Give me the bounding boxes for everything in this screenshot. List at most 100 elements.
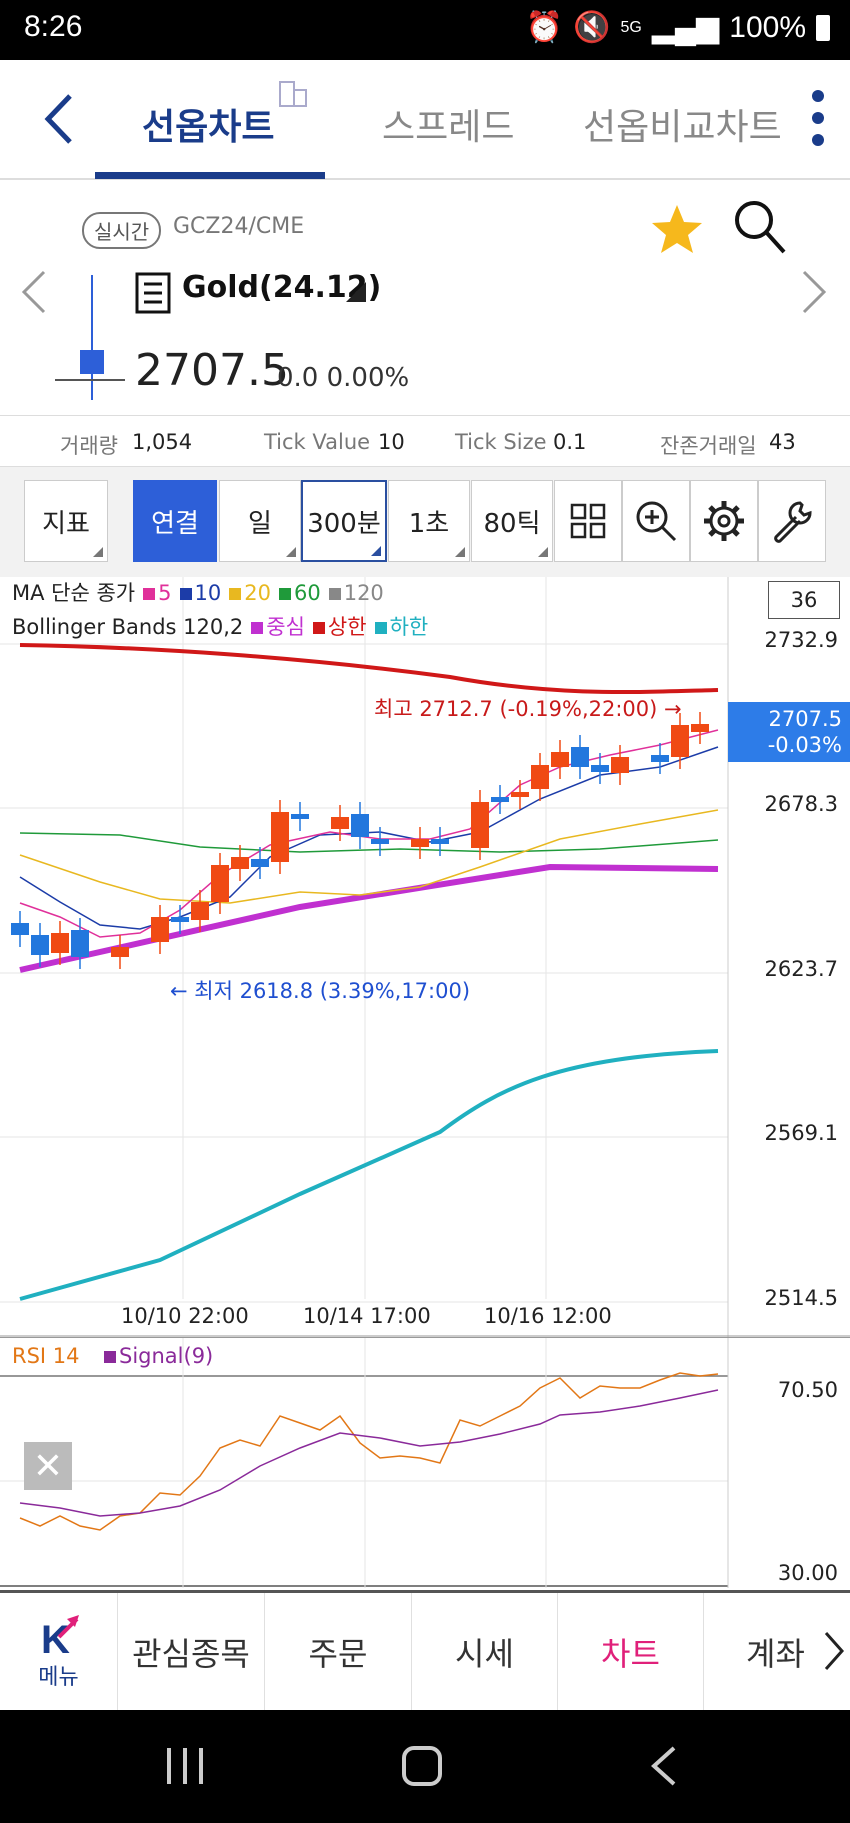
current-price-tag: 2707.5 -0.03% [728, 702, 850, 762]
bb-legend-title: Bollinger Bands 120,2 [12, 615, 244, 639]
menu-button[interactable]: K 메뉴 [0, 1593, 118, 1710]
search-icon[interactable] [732, 198, 788, 258]
candle-body [251, 859, 269, 867]
ma-legend-swatch [229, 588, 242, 600]
visible-count-box[interactable]: 36 [768, 581, 840, 619]
nav-watchlist[interactable]: 관심종목 [118, 1593, 265, 1710]
volume-value: 1,054 [132, 430, 193, 454]
current-price-tag-price: 2707.5 [768, 707, 842, 731]
network-label: 5G [620, 18, 642, 36]
candle-body [191, 902, 209, 920]
candle-body [471, 802, 489, 848]
more-icon[interactable] [808, 88, 828, 148]
nav-account[interactable]: 계좌 [704, 1593, 850, 1710]
nav-chart[interactable]: 차트 [558, 1593, 704, 1710]
candle-body [111, 947, 129, 957]
chart-toolbar: 지표 연결 일 300분 1초 80틱 [0, 467, 850, 577]
connect-label: 연결 [151, 508, 199, 539]
current-price-tag-change: -0.03% [767, 733, 842, 757]
prev-instrument-icon[interactable] [20, 270, 48, 314]
battery-icon [816, 14, 830, 41]
settings-button[interactable] [690, 480, 758, 562]
device-switch-icon[interactable] [278, 80, 308, 112]
next-instrument-icon[interactable] [800, 270, 828, 314]
y-axis-tick: 2678.3 [764, 792, 838, 816]
interval-button[interactable]: 300분 [301, 480, 387, 562]
candle-body [271, 812, 289, 862]
close-ad-button[interactable]: ✕ [24, 1442, 72, 1490]
ma-legend-item: 10 [194, 581, 222, 605]
tab-compare-chart[interactable]: 선옵비교차트 [583, 107, 782, 148]
nav-scroll-right-icon[interactable] [822, 1631, 846, 1671]
x-axis-tick: 10/10 22:00 [121, 1304, 249, 1328]
candle-body [651, 755, 669, 762]
ma-legend-swatch [143, 588, 156, 600]
rsi-canvas[interactable] [0, 1338, 850, 1588]
status-bar: 8:26 ⏰ 🔇 5G ▂▄▆ 100% [0, 0, 850, 60]
y-axis-tick: 2732.9 [764, 628, 838, 652]
bb-upper-line [19, 643, 719, 695]
connect-button[interactable]: 연결 [133, 480, 217, 562]
ma-legend-item: 60 [293, 581, 321, 605]
nav-account-label: 계좌 [746, 1634, 805, 1673]
indicator-button[interactable]: 지표 [24, 480, 108, 562]
home-icon[interactable] [402, 1746, 442, 1786]
day-button[interactable]: 일 [219, 480, 301, 562]
close-icon: ✕ [32, 1445, 64, 1487]
recent-apps-icon[interactable] [165, 1746, 205, 1786]
chart-canvas[interactable] [0, 577, 850, 1337]
signal-icon: ▂▄▆ [651, 11, 720, 44]
zoom-in-icon [636, 501, 677, 542]
back-nav-icon[interactable] [648, 1746, 678, 1786]
bb-legend-item: 하한 [389, 615, 429, 639]
layout-grid-button[interactable] [554, 480, 622, 562]
price-change: 0.0 0.00% [277, 363, 410, 393]
price-chart[interactable]: MA 단순 종가 5 10 20 60 120 Bollinger Bands 120,2… [0, 577, 850, 1337]
candle-body [231, 857, 249, 869]
dropdown-triangle-icon[interactable] [344, 280, 368, 304]
instrument-symbol: GCZ24/CME [173, 214, 305, 239]
signal-label: Signal(9) [104, 1344, 213, 1368]
app-bar: 선옵차트 스프레드 선옵비교차트 [0, 60, 850, 180]
low-annotation: ← 최저 2618.8 (3.39%,17:00) [170, 979, 471, 1003]
y-axis-tick: 2569.1 [764, 1121, 838, 1145]
bb-legend-swatch [312, 622, 325, 634]
signal-label-text: Signal(9) [119, 1344, 214, 1368]
candle-body [11, 923, 29, 935]
candle-body [511, 792, 529, 797]
second-button[interactable]: 1초 [388, 480, 470, 562]
candle-body [611, 757, 629, 773]
ma60-line [19, 832, 719, 853]
rsi-panel[interactable]: RSI 14 Signal(9) 70.50 30.00 ✕ [0, 1337, 850, 1588]
zoom-button[interactable] [622, 480, 690, 562]
ma10-line [19, 746, 719, 930]
ma-legend-item: 120 [343, 581, 384, 605]
nav-order[interactable]: 주문 [265, 1593, 412, 1710]
nav-quotes[interactable]: 시세 [412, 1593, 558, 1710]
candle-body [691, 724, 709, 732]
bb-legend-swatch [251, 622, 264, 634]
tab-option-chart[interactable]: 선옵차트 [142, 107, 275, 148]
rsi-lower-level: 30.00 [777, 1561, 838, 1585]
rsi-label: RSI 14 [12, 1344, 80, 1368]
candle-body [411, 839, 429, 847]
y-axis-tick: 2623.7 [764, 957, 838, 981]
volume-label: 거래량 [60, 434, 118, 458]
tools-button[interactable] [758, 480, 826, 562]
bb-legend-swatch [374, 622, 387, 634]
ma-legend-title: MA 단순 종가 [12, 581, 136, 605]
document-icon[interactable] [135, 272, 171, 314]
active-tab-indicator [95, 172, 325, 179]
k-logo-icon: K [41, 1614, 79, 1659]
tick-button[interactable]: 80틱 [471, 480, 553, 562]
back-icon[interactable] [42, 92, 76, 146]
tick-value-label: Tick Value [264, 430, 371, 454]
mute-icon: 🔇 [573, 11, 611, 44]
remaining-days-value: 43 [769, 430, 796, 454]
favorite-star-icon[interactable] [650, 202, 704, 256]
candle-body [291, 814, 309, 819]
gear-icon [704, 501, 744, 541]
tab-spread[interactable]: 스프레드 [382, 107, 515, 148]
instrument-name[interactable]: Gold(24.12) [182, 270, 382, 305]
x-axis-tick: 10/16 12:00 [484, 1304, 612, 1328]
